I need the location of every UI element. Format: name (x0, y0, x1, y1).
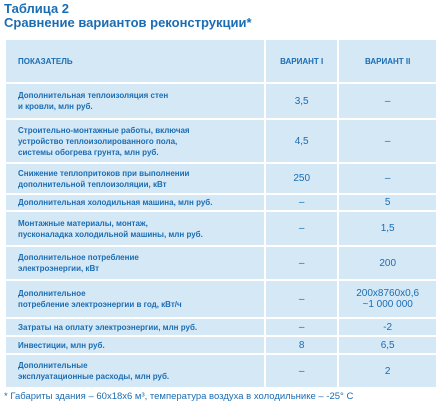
table-row: Снижение теплопритоков при выполнении до… (4, 162, 438, 195)
table-row: Дополнительная холодильная машина, млн р… (4, 193, 438, 212)
row-label: Строительно-монтажные работы, включая ус… (4, 118, 266, 164)
cell-value: -2 (337, 317, 438, 337)
cell-value: – (263, 279, 340, 319)
cell-value: 200x8760x0,6 ~1 000 000 (337, 279, 438, 319)
row-label: Монтажные материалы, монтаж, пусконаладк… (4, 210, 266, 247)
header-row: ПОКАЗАТЕЛЬ ВАРИАНТ I ВАРИАНТ II (4, 38, 438, 84)
cell-value: – (263, 210, 340, 247)
cell-value: – (263, 245, 340, 281)
row-label: Дополнительное потребление электроэнерги… (4, 245, 266, 281)
cell-value: 5 (337, 193, 438, 212)
row-label: Дополнительная теплоизоляция стен и кров… (4, 82, 266, 120)
table-row: Дополнительная теплоизоляция стен и кров… (4, 82, 438, 120)
table-row: Дополнительные эксплуатационные расходы,… (4, 353, 438, 389)
cell-value: 6,5 (337, 335, 438, 355)
row-label: Дополнительные эксплуатационные расходы,… (4, 353, 266, 389)
cell-value: – (263, 317, 340, 337)
row-label: Дополнительное потребление электроэнерги… (4, 279, 266, 319)
cell-value: – (263, 193, 340, 212)
cell-value: – (263, 353, 340, 389)
cell-value: – (337, 162, 438, 195)
subtitle: Сравнение вариантов реконструкции* (4, 15, 252, 30)
cell-value: 250 (263, 162, 340, 195)
cell-value: – (337, 118, 438, 164)
table-row: Строительно-монтажные работы, включая ус… (4, 118, 438, 164)
row-label: Затраты на оплату электроэнергии, млн ру… (4, 317, 266, 337)
footnote: * Габариты здания – 60x18x6 м³, температ… (4, 391, 354, 402)
row-label: Дополнительная холодильная машина, млн р… (4, 193, 266, 212)
cell-value: 200 (337, 245, 438, 281)
row-label: Снижение теплопритоков при выполнении до… (4, 162, 266, 195)
column-header: ВАРИАНТ I (263, 38, 340, 84)
table-row: Дополнительное потребление электроэнерги… (4, 245, 438, 281)
comparison-table: ПОКАЗАТЕЛЬ ВАРИАНТ I ВАРИАНТ II Дополнитель… (4, 38, 438, 389)
row-label: Инвестиции, млн руб. (4, 335, 266, 355)
column-header: ПОКАЗАТЕЛЬ (4, 38, 266, 84)
table-row: Инвестиции, млн руб. 8 6,5 (4, 335, 438, 355)
cell-value: 4,5 (263, 118, 340, 164)
cell-value: 2 (337, 353, 438, 389)
cell-value: 3,5 (263, 82, 340, 120)
title: Таблица 2 (4, 1, 70, 16)
table-row: Дополнительное потребление электроэнерги… (4, 279, 438, 319)
table-row: Затраты на оплату электроэнергии, млн ру… (4, 317, 438, 337)
cell-value: 8 (263, 335, 340, 355)
cell-value: 1,5 (337, 210, 438, 247)
column-header: ВАРИАНТ II (337, 38, 438, 84)
table-row: Монтажные материалы, монтаж, пусконаладк… (4, 210, 438, 247)
cell-value: – (337, 82, 438, 120)
